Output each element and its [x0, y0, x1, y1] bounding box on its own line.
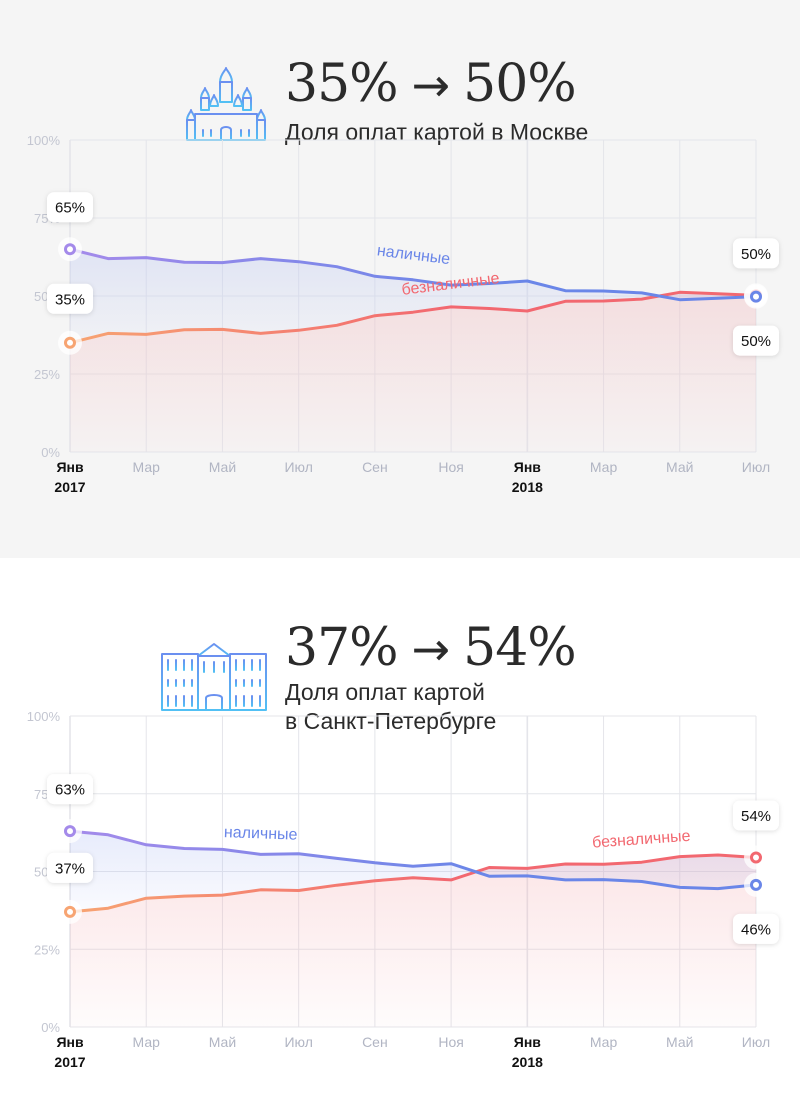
y-tick-label: 0%: [41, 1020, 60, 1035]
series-line-cash: [68, 829, 758, 891]
card-end-label: 50%: [741, 246, 771, 263]
cash-start-label-box: [47, 192, 93, 223]
card-end-label-box: [733, 800, 779, 831]
x-tick-label: Мар: [590, 1034, 618, 1050]
chart-title: Доля оплат картой в Москве: [285, 119, 589, 145]
series-line-card: [68, 853, 758, 914]
cash-end-label-box: [733, 913, 779, 944]
series-label-card: безналичные: [592, 828, 691, 852]
x-tick-year: 2017: [54, 479, 85, 495]
headline-from: 37%: [285, 618, 399, 678]
x-tick-label: Ноя: [438, 459, 463, 475]
card-start-label-box: [47, 852, 93, 883]
x-tick-label: Ноя: [438, 1034, 463, 1050]
card-start-label: 37%: [55, 860, 85, 877]
x-tick-label: Май: [666, 459, 693, 475]
x-tick-label: Июл: [284, 1034, 312, 1050]
y-tick-label: 100%: [27, 709, 61, 724]
cash-end-label: 50%: [741, 333, 771, 350]
series-line-card: [68, 290, 758, 345]
headline-to: 54%: [463, 618, 577, 678]
y-tick-label: 0%: [41, 445, 60, 460]
chart-title-line-2: в Санкт-Петербурге: [285, 708, 497, 735]
x-tick-label: Июл: [742, 459, 770, 475]
chart-title: Доля оплат картой в Санкт-Петербурге: [285, 678, 496, 737]
spb-panel: 37% → 54% Доля оплат картой в Санкт-Петерб…: [0, 558, 800, 1113]
headline-from: 35%: [285, 54, 399, 114]
data-point-marker: [750, 851, 762, 864]
data-point-marker: [750, 878, 762, 891]
x-tick-label: Мар: [133, 459, 161, 475]
x-tick-label: Сен: [362, 1034, 388, 1050]
x-tick-label: Мар: [590, 459, 618, 475]
x-tick-label: Мар: [133, 1034, 161, 1050]
chart-title-line-1: Доля оплат картой: [285, 679, 485, 705]
y-tick-label: 25%: [34, 942, 60, 957]
x-tick-label: Май: [209, 1034, 236, 1050]
headline-to: 50%: [463, 54, 577, 114]
series-label-cash: наличные: [376, 242, 451, 268]
data-point-marker: [750, 290, 762, 303]
moscow-panel: 35% → 50% Доля оплат картой в Москве 100% 7…: [26, 58, 779, 495]
x-tick-label: Июл: [284, 459, 312, 475]
card-start-label-box: [47, 283, 93, 314]
cash-start-label: 63%: [55, 782, 85, 799]
data-point-marker: [64, 243, 76, 256]
cash-start-label-box: [47, 774, 93, 805]
x-tick-year: 2017: [54, 1054, 85, 1070]
x-tick-label: Янв: [514, 1034, 542, 1050]
x-tick-label: Янв: [56, 1034, 84, 1050]
data-point-marker: [64, 336, 76, 349]
headline-arrow: →: [411, 58, 451, 112]
card-area: [70, 855, 756, 1027]
x-tick-label: Янв: [56, 459, 84, 475]
winter-palace-icon: [160, 643, 268, 711]
series-line-cash: [68, 247, 758, 302]
y-tick-label: 25%: [34, 367, 60, 382]
headline: 35% → 50%: [285, 58, 577, 112]
card-end-label-box: [733, 238, 779, 269]
x-tick-label: Май: [666, 1034, 693, 1050]
cash-start-label: 65%: [55, 200, 85, 217]
x-tick-label: Янв: [514, 459, 542, 475]
cash-end-label-box: [733, 325, 779, 356]
headline: 37% → 54%: [285, 622, 577, 676]
card-start-label: 35%: [55, 291, 85, 308]
cash-end-label: 46%: [741, 921, 771, 938]
series-label-cash: наличные: [224, 824, 298, 844]
x-tick-label: Сен: [362, 459, 388, 475]
cash-card-band: [70, 249, 756, 343]
x-tick-year: 2018: [512, 1054, 543, 1070]
x-tick-year: 2018: [512, 479, 543, 495]
x-tick-label: Май: [209, 459, 236, 475]
data-point-marker: [64, 825, 76, 838]
data-point-marker: [64, 905, 76, 918]
card-end-label: 54%: [741, 808, 771, 825]
y-tick-label: 100%: [27, 133, 61, 148]
headline-arrow: →: [411, 622, 451, 676]
x-tick-label: Июл: [742, 1034, 770, 1050]
